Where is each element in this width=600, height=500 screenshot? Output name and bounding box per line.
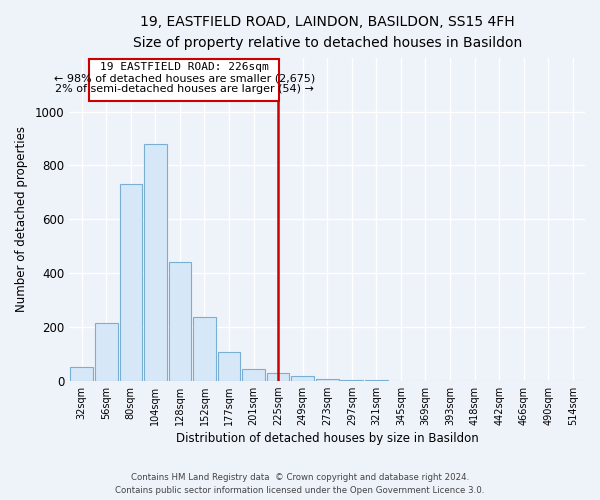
Bar: [169, 262, 191, 380]
Text: 2% of semi-detached houses are larger (54) →: 2% of semi-detached houses are larger (5…: [55, 84, 314, 94]
Text: 19 EASTFIELD ROAD: 226sqm: 19 EASTFIELD ROAD: 226sqm: [100, 62, 269, 72]
Text: ← 98% of detached houses are smaller (2,675): ← 98% of detached houses are smaller (2,…: [53, 74, 315, 84]
Bar: [119, 184, 142, 380]
Bar: [316, 378, 338, 380]
Bar: [70, 367, 93, 380]
Bar: [144, 144, 167, 380]
FancyBboxPatch shape: [89, 59, 280, 101]
Text: Contains HM Land Registry data  © Crown copyright and database right 2024.
Conta: Contains HM Land Registry data © Crown c…: [115, 474, 485, 495]
Y-axis label: Number of detached properties: Number of detached properties: [15, 126, 28, 312]
Bar: [218, 352, 241, 380]
Bar: [267, 372, 289, 380]
Bar: [292, 376, 314, 380]
Bar: [95, 323, 118, 380]
Title: 19, EASTFIELD ROAD, LAINDON, BASILDON, SS15 4FH
Size of property relative to det: 19, EASTFIELD ROAD, LAINDON, BASILDON, S…: [133, 15, 522, 50]
X-axis label: Distribution of detached houses by size in Basildon: Distribution of detached houses by size …: [176, 432, 479, 445]
Bar: [193, 318, 216, 380]
Bar: [242, 368, 265, 380]
